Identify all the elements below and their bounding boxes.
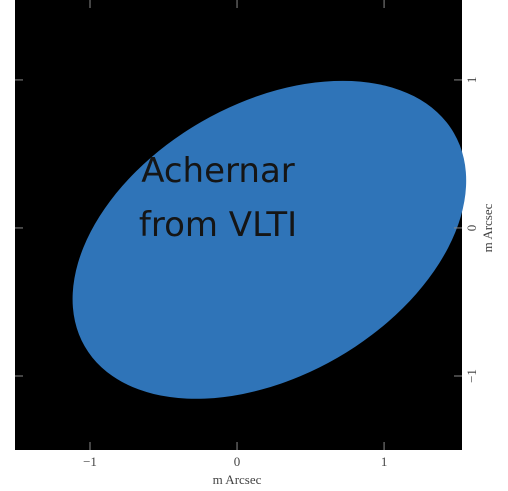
y-tick-label: −1 bbox=[464, 369, 479, 383]
x-axis-label: m Arcsec bbox=[213, 472, 262, 487]
y-tick-label: 0 bbox=[464, 225, 479, 232]
y-axis-label: m Arcsec bbox=[480, 203, 495, 252]
y-tick-label: 1 bbox=[464, 77, 479, 84]
annotation: Achernar bbox=[141, 151, 295, 191]
x-tick-label: 1 bbox=[381, 454, 388, 469]
x-tick-label: 0 bbox=[234, 454, 241, 469]
x-tick-label: −1 bbox=[83, 454, 97, 469]
star-disk bbox=[72, 80, 467, 399]
annotation: from VLTI bbox=[139, 205, 297, 245]
